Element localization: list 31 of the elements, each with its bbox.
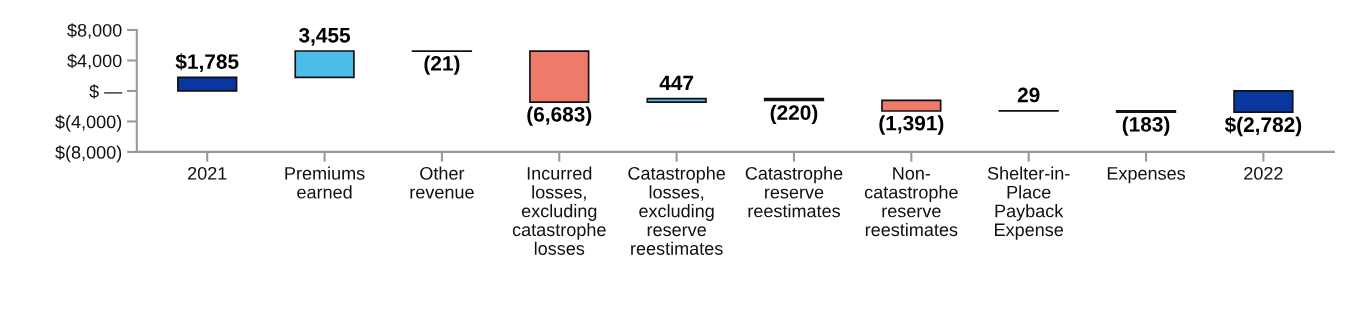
data-label: 29 (1017, 87, 1040, 103)
bar (1233, 90, 1294, 113)
data-label: $1,785 (175, 53, 239, 72)
data-label: (183) (1122, 116, 1170, 136)
bar (177, 76, 238, 92)
data-label: (6,683) (527, 106, 592, 126)
x-tick-label: Expenses (1107, 167, 1186, 184)
y-tick-label: $4,000 (67, 53, 122, 70)
bar (294, 50, 355, 79)
data-label: (1,391) (879, 115, 944, 135)
x-tick-label: Catastrophe reserve reestimates (745, 166, 843, 218)
bar (881, 99, 942, 112)
data-label: 447 (659, 75, 694, 91)
x-tick-label: Other revenue (410, 166, 474, 199)
bar (646, 97, 707, 103)
x-tick-label: 2022 (1244, 166, 1283, 180)
x-tick-label: Non- catastrophe reserve reestimates (864, 167, 958, 237)
data-label: $(2,782) (1224, 116, 1302, 137)
x-tick-label: Premiums earned (285, 166, 365, 199)
y-tick-label: $8,000 (67, 23, 122, 39)
y-tick-label: $(4,000) (55, 114, 122, 132)
data-label: 3,455 (298, 27, 351, 46)
x-tick-label: 2021 (188, 166, 227, 180)
x-tick-label: Incurred losses, excluding catastrophe losses (512, 166, 606, 255)
data-label: (220) (770, 104, 818, 125)
x-tick-label: Catastrophe losses, excluding reserve reestimates (628, 166, 726, 255)
y-tick-label: $ — (89, 84, 123, 99)
x-tick-label: Shelter-in- Place Payback Expense (987, 166, 1070, 240)
y-tick-label: $(8,000) (55, 145, 122, 163)
data-label: (21) (424, 55, 460, 75)
bar (529, 50, 590, 103)
